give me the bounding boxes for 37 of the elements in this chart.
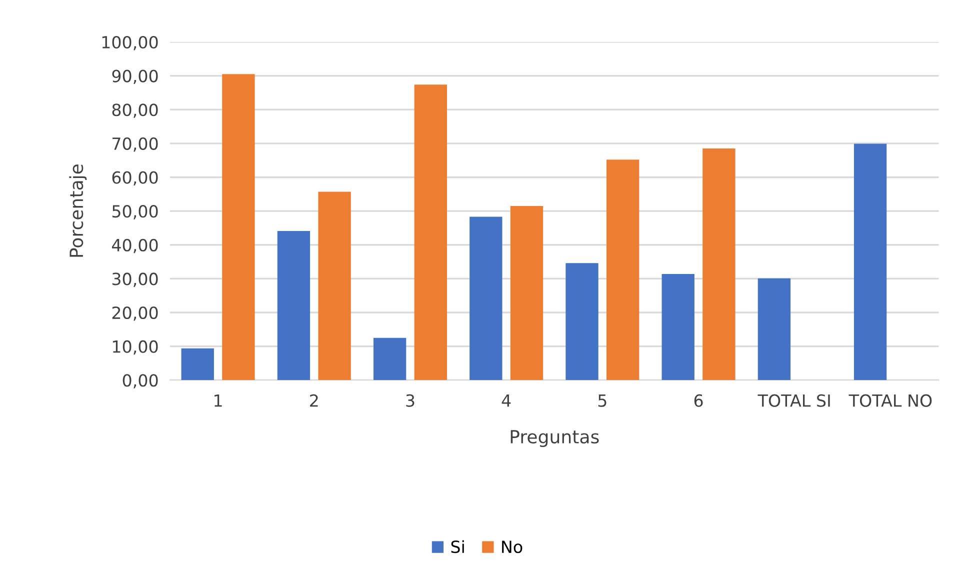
x-tick-label: 3	[406, 394, 414, 407]
y-tick-label: 50,00	[112, 205, 158, 220]
bar	[470, 216, 502, 380]
bar	[181, 348, 214, 380]
x-tick-label: 2	[310, 394, 318, 407]
x-tick-label: 1	[214, 394, 222, 407]
y-tick-label: 30,00	[112, 272, 158, 287]
bar	[758, 278, 791, 380]
bar	[854, 144, 887, 380]
bar	[566, 263, 598, 380]
x-tick-label: 4	[502, 394, 511, 407]
legend-label: Si	[451, 540, 464, 554]
y-tick-label: 20,00	[112, 306, 158, 321]
y-tick-label: 70,00	[112, 137, 158, 152]
y-axis-title: Porcentaje	[69, 164, 87, 257]
bar	[510, 206, 544, 380]
bar	[222, 74, 255, 380]
bar	[318, 192, 351, 380]
y-tick-label: 80,00	[112, 104, 158, 118]
y-tick-label: 100,00	[102, 36, 158, 50]
bar	[702, 148, 736, 380]
y-tick-label: 0,00	[122, 374, 158, 388]
x-tick-label: 5	[598, 394, 606, 407]
y-tick-label: 10,00	[112, 340, 158, 355]
x-tick-label: 6	[694, 394, 703, 407]
bar	[662, 274, 694, 380]
bar	[277, 230, 310, 380]
x-tick-label: TOTAL SI	[758, 394, 830, 407]
y-tick-label: 40,00	[112, 238, 158, 254]
y-tick-label: 60,00	[112, 171, 158, 186]
y-tick-label: 90,00	[112, 70, 158, 84]
bar	[414, 84, 447, 380]
bar	[373, 338, 406, 380]
bar	[606, 160, 640, 380]
x-tick-label: TOTAL NO	[848, 394, 932, 407]
x-axis-title: Preguntas	[510, 430, 599, 448]
legend-label: No	[502, 540, 522, 554]
